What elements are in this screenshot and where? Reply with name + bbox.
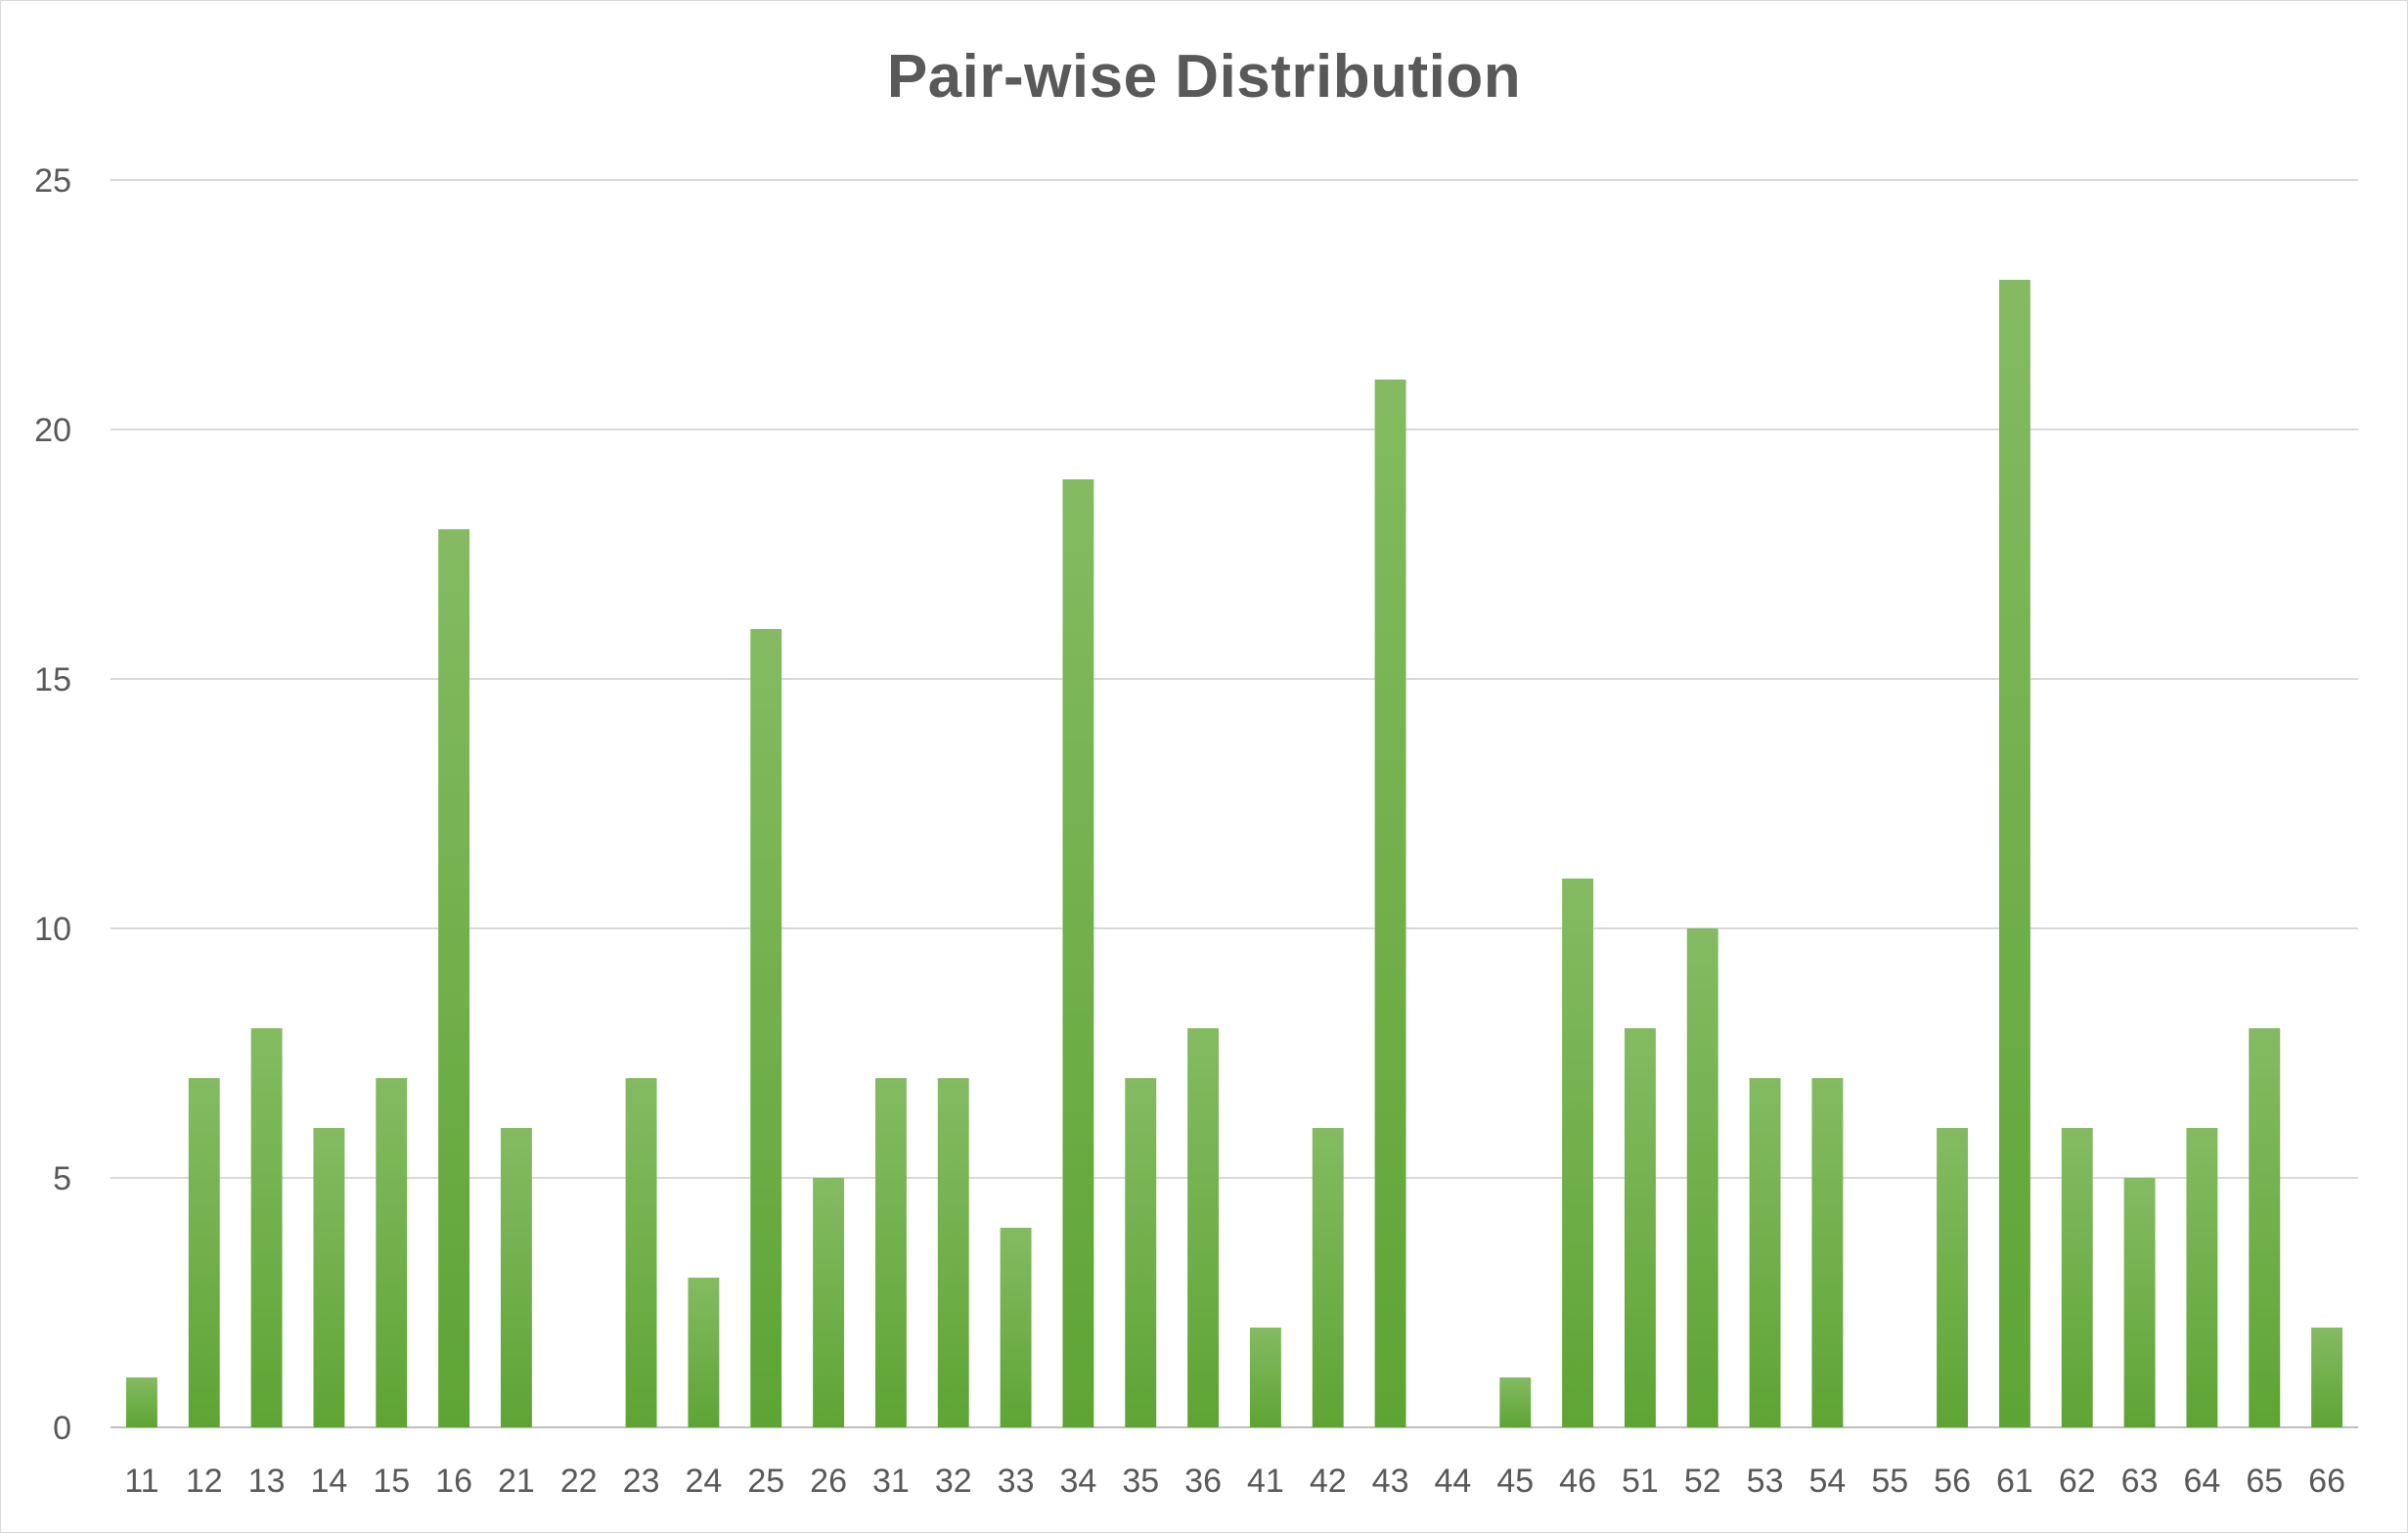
bar-41 [1249, 1328, 1281, 1427]
x-tick-label: 23 [623, 1463, 660, 1500]
x-tick-label: 35 [1122, 1463, 1159, 1500]
gridlines [111, 179, 2358, 1428]
x-tick-label: 12 [186, 1463, 223, 1500]
x-tick-label: 32 [935, 1463, 972, 1500]
y-tick-label: 10 [34, 911, 71, 948]
y-tick-label: 5 [53, 1160, 71, 1197]
x-tick-label: 45 [1496, 1463, 1534, 1500]
bar-24 [688, 1278, 720, 1427]
y-tick-label: 20 [34, 412, 71, 449]
x-tick-label: 25 [747, 1463, 784, 1500]
x-tick-label: 34 [1060, 1463, 1097, 1500]
x-tick-label: 21 [498, 1463, 535, 1500]
bar-34 [1062, 479, 1094, 1427]
x-tick-label: 26 [810, 1463, 847, 1500]
bar-45 [1499, 1377, 1532, 1427]
bar-66 [2311, 1328, 2343, 1427]
x-tick-label: 52 [1684, 1463, 1721, 1500]
x-tick-label: 63 [2121, 1463, 2159, 1500]
x-axis-ticks: 11 12 13 14 15 16 21 22 23 24 25 26 31 32 33 34 35 36 41 42… [124, 1463, 2345, 1500]
bar-23 [625, 1078, 657, 1427]
bar-62 [2061, 1128, 2093, 1427]
bar-53 [1749, 1078, 1781, 1427]
bar-12 [188, 1078, 220, 1427]
x-tick-label: 66 [2308, 1463, 2345, 1500]
bar-61 [1998, 280, 2030, 1427]
x-tick-label: 36 [1184, 1463, 1222, 1500]
bar-51 [1624, 1028, 1656, 1427]
bar-13 [250, 1028, 283, 1427]
x-tick-label: 41 [1247, 1463, 1284, 1500]
x-tick-label: 33 [998, 1463, 1035, 1500]
bar-54 [1811, 1078, 1844, 1427]
bar-11 [125, 1377, 157, 1427]
x-tick-label: 31 [872, 1463, 910, 1500]
x-tick-label: 54 [1809, 1463, 1847, 1500]
x-tick-label: 53 [1747, 1463, 1784, 1500]
bar-63 [2123, 1178, 2156, 1427]
x-tick-label: 64 [2184, 1463, 2221, 1500]
bar-46 [1562, 879, 1594, 1427]
bar-56 [1937, 1128, 1969, 1427]
bar-65 [2249, 1028, 2281, 1427]
x-tick-label: 13 [248, 1463, 286, 1500]
bar-21 [500, 1128, 532, 1427]
bar-33 [1000, 1228, 1032, 1427]
x-tick-label: 11 [124, 1463, 158, 1500]
bar-16 [438, 529, 470, 1427]
bar-14 [313, 1128, 345, 1427]
bar-36 [1187, 1028, 1220, 1427]
x-tick-label: 56 [1934, 1463, 1971, 1500]
y-axis-ticks: 0 5 10 15 20 25 [34, 162, 71, 1447]
x-tick-label: 65 [2246, 1463, 2283, 1500]
x-tick-label: 16 [435, 1463, 472, 1500]
x-tick-label: 24 [686, 1463, 723, 1500]
bar-32 [937, 1078, 969, 1427]
x-tick-label: 44 [1435, 1463, 1472, 1500]
bar-42 [1312, 1128, 1344, 1427]
x-tick-label: 55 [1871, 1463, 1908, 1500]
bar-25 [750, 629, 782, 1427]
y-tick-label: 15 [34, 661, 71, 699]
x-tick-label: 62 [2059, 1463, 2096, 1500]
x-tick-label: 51 [1622, 1463, 1659, 1500]
x-tick-label: 61 [1996, 1463, 2033, 1500]
x-tick-label: 15 [373, 1463, 410, 1500]
bar-52 [1686, 928, 1718, 1427]
x-tick-label: 43 [1372, 1463, 1409, 1500]
y-tick-label: 25 [34, 162, 71, 200]
bar-26 [813, 1178, 845, 1427]
x-tick-label: 22 [560, 1463, 598, 1500]
y-tick-label: 0 [53, 1410, 71, 1447]
x-tick-label: 42 [1310, 1463, 1347, 1500]
bar-35 [1125, 1078, 1157, 1427]
chart-title: Pair-wise Distribution [886, 43, 1522, 111]
x-tick-label: 14 [311, 1463, 348, 1500]
bar-43 [1374, 380, 1406, 1427]
x-tick-label: 46 [1559, 1463, 1596, 1500]
bar-15 [376, 1078, 408, 1427]
bar-64 [2186, 1128, 2218, 1427]
bar-31 [874, 1078, 907, 1427]
bars [125, 280, 2343, 1427]
